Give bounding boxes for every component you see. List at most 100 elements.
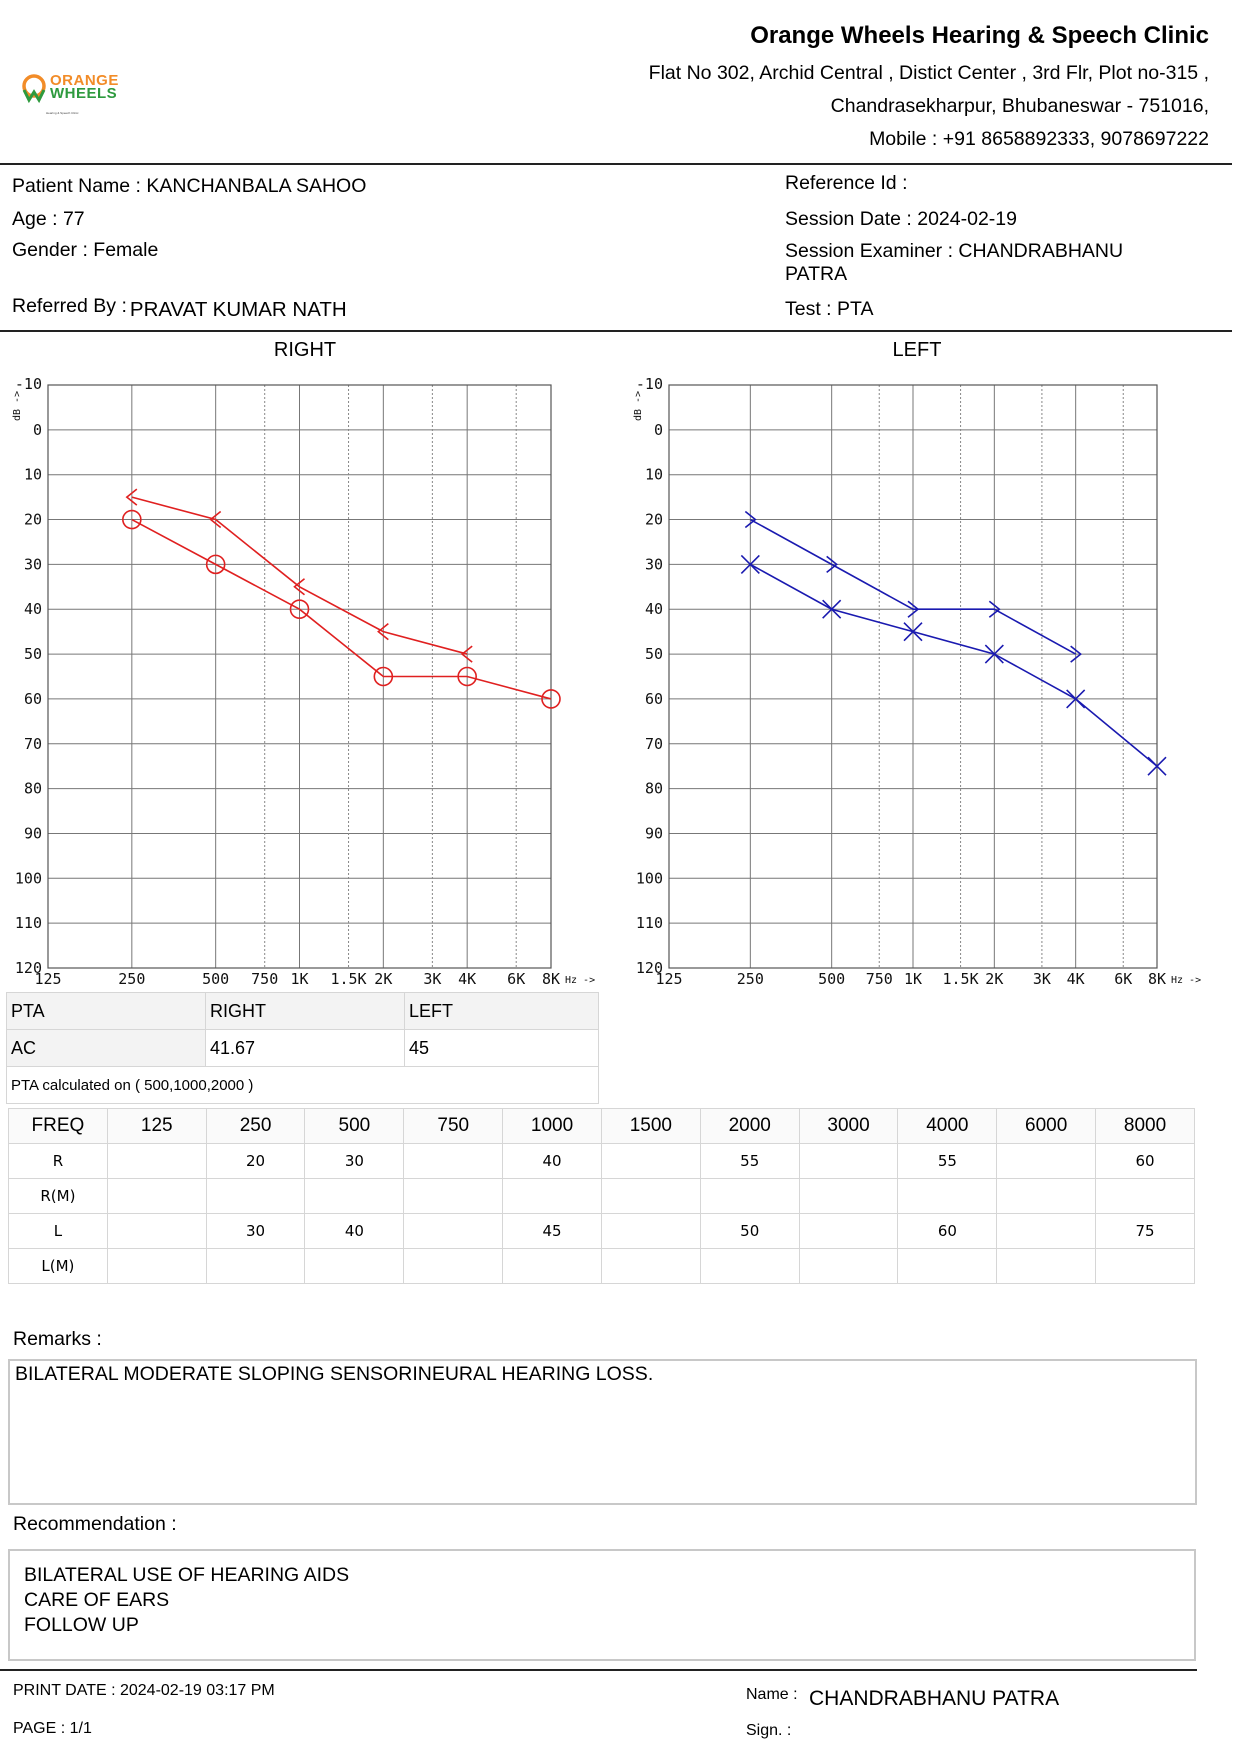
data-point-bracket: [460, 645, 473, 663]
signatory-name: CHANDRABHANU PATRA: [809, 1687, 1060, 1710]
recommendation-line: CARE OF EARS: [24, 1589, 170, 1611]
freq-row-label: L(M): [8, 1248, 108, 1284]
plot-frame: [668, 384, 1158, 969]
x-tick-label: 125: [34, 970, 61, 988]
pta-header-row: PTA RIGHT LEFT: [6, 992, 599, 1030]
data-point-bracket: [377, 623, 389, 641]
series-line-greater-than: [749, 518, 1077, 655]
recommendation-line: FOLLOW UP: [24, 1614, 139, 1636]
y-tick-label: 90: [24, 824, 42, 842]
x-tick-label: 8K: [542, 970, 560, 988]
freq-cell: 40: [502, 1143, 602, 1179]
freq-header-cell: 3000: [798, 1108, 899, 1144]
y-tick-label: 90: [645, 824, 663, 842]
x-axis-label: Hz ->: [565, 975, 595, 986]
patient-age: 77: [62, 208, 85, 230]
freq-row-label: L: [8, 1213, 108, 1249]
y-tick-label: 110: [15, 914, 42, 932]
pta-header-label: PTA: [6, 992, 206, 1030]
pta-left-value: 45: [404, 1029, 599, 1067]
x-tick-label: 250: [118, 970, 145, 988]
freq-row: L(M): [8, 1248, 1195, 1284]
data-point-bracket: [1070, 645, 1082, 663]
data-point-bracket: [209, 510, 222, 529]
session-examiner-last: PATRA: [785, 263, 848, 285]
data-point-circle: [457, 666, 477, 687]
x-tick-label: 1.5K: [943, 970, 979, 988]
y-tick-label: 50: [645, 645, 663, 663]
freq-cell: [798, 1248, 899, 1284]
freq-cell: [798, 1143, 899, 1179]
freq-cell: 20: [205, 1143, 306, 1179]
freq-cell: [996, 1143, 1097, 1179]
x-tick-label: 8K: [1148, 970, 1166, 988]
y-tick-label: -10: [636, 375, 663, 393]
freq-cell: 45: [502, 1213, 602, 1249]
data-point-circle: [289, 599, 310, 620]
freq-header-cell: 4000: [897, 1108, 998, 1144]
freq-cell: [106, 1248, 207, 1284]
remarks-box: BILATERAL MODERATE SLOPING SENSORINEURAL…: [8, 1359, 1197, 1505]
freq-header-cell: 750: [403, 1108, 504, 1144]
freq-cell: [699, 1248, 800, 1284]
freq-cell: [502, 1248, 602, 1284]
freq-header-cell: 125: [106, 1108, 207, 1144]
y-tick-label: 10: [645, 466, 663, 484]
y-tick-label: 40: [645, 600, 663, 618]
recommendation-line: BILATERAL USE OF HEARING AIDS: [24, 1564, 350, 1586]
y-tick-label: 80: [645, 780, 663, 798]
print-date: PRINT DATE : 2024-02-19 03:17 PM: [13, 1682, 275, 1699]
pta-right-value: 41.67: [205, 1029, 405, 1067]
clinic-mobile: Mobile : +91 8658892333, 9078697222: [869, 128, 1209, 150]
y-tick-label: 50: [24, 645, 42, 663]
data-point-bracket: [744, 510, 757, 529]
referred-by: PRAVAT KUMAR NATH: [129, 298, 347, 321]
freq-cell: [304, 1178, 405, 1214]
pta-table: PTA RIGHT LEFT AC 41.67 45 PTA calculate…: [6, 992, 599, 1104]
data-point-circle: [205, 554, 226, 575]
x-axis-label: Hz ->: [1171, 975, 1201, 986]
recommendation-label: Recommendation :: [13, 1513, 177, 1535]
data-point-cross: [822, 599, 842, 619]
logo-text-orange: ORANGE: [50, 72, 119, 89]
freq-header-cell: 1500: [600, 1108, 701, 1144]
freq-cell: [600, 1178, 701, 1214]
data-point-cross: [903, 622, 923, 642]
patient-name-row: Patient Name : KANCHANBALA SAHOO: [12, 175, 366, 198]
patient-gender-row: Gender : Female: [12, 239, 158, 262]
left-chart-title: LEFT: [892, 339, 942, 361]
pta-note: PTA calculated on ( 500,1000,2000 ): [6, 1066, 599, 1104]
freq-cell: 60: [897, 1213, 998, 1249]
y-tick-label: 100: [15, 869, 42, 887]
freq-cell: 60: [1095, 1143, 1195, 1179]
remarks-text: BILATERAL MODERATE SLOPING SENSORINEURAL…: [15, 1363, 654, 1385]
y-tick-label: 20: [24, 511, 42, 529]
freq-cell: [600, 1143, 701, 1179]
freq-cell: 30: [304, 1143, 405, 1179]
test-label: Test :: [785, 298, 838, 320]
freq-header-cell: 500: [304, 1108, 405, 1144]
pta-header-right: RIGHT: [205, 992, 405, 1030]
patient-name: KANCHANBALA SAHOO: [146, 175, 367, 197]
freq-cell: [897, 1178, 998, 1214]
freq-cell: [996, 1178, 1097, 1214]
patient-gender: Female: [93, 239, 159, 261]
pta-note-row: PTA calculated on ( 500,1000,2000 ): [6, 1066, 599, 1104]
freq-header-row: FREQ 125 250 500 750 1000 1500 2000 3000…: [8, 1108, 1195, 1144]
series-line-less-than: [131, 496, 468, 655]
data-point-bracket: [826, 555, 838, 574]
freq-cell: [106, 1178, 207, 1214]
freq-cell: 40: [304, 1213, 405, 1249]
data-point-circle: [122, 509, 142, 530]
patient-age-label: Age :: [12, 208, 63, 230]
session-examiner-first: CHANDRABHANU: [958, 240, 1124, 262]
y-tick-label: 60: [645, 690, 663, 708]
plot-frame: [47, 384, 552, 969]
x-tick-label: 250: [737, 970, 764, 988]
freq-cell: [502, 1178, 602, 1214]
data-point-bracket: [907, 600, 920, 618]
x-tick-label: 6K: [507, 970, 525, 988]
x-tick-label: 2K: [985, 970, 1003, 988]
patient-name-label: Patient Name :: [12, 175, 147, 197]
freq-cell: [798, 1213, 899, 1249]
